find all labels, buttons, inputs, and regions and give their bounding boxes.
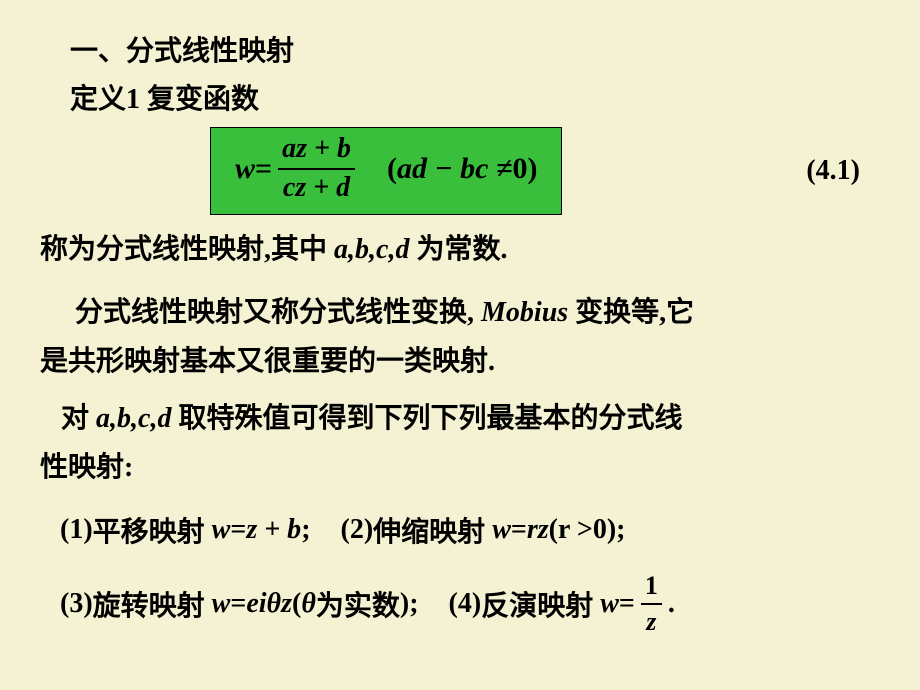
- def-prefix: 定义1: [70, 84, 140, 115]
- section-heading: 一、分式线性映射: [70, 28, 880, 76]
- map-1: (1) 平移映射 w = z + b ;: [60, 510, 311, 550]
- m3-cjk: 为实数: [316, 584, 400, 624]
- p2-mobius: Mobius: [481, 297, 568, 328]
- m1-eq: =: [230, 514, 246, 546]
- m2-paren-open: (r >: [549, 514, 593, 546]
- map-4: (4) 反演映射 w = 1 z .: [449, 572, 675, 637]
- m2-paren-close: ): [607, 514, 616, 546]
- m1-num: (1): [60, 514, 93, 546]
- eq-lhs: w: [235, 152, 255, 186]
- paragraph-2: 分式线性映射又称分式线性变换, Mobius 变换等,它 是共形映射基本又很重要…: [40, 288, 880, 386]
- map-row-2: (3) 旋转映射 w = e iθ z ( θ 为实数 ) ; (4) 反演映射…: [60, 572, 880, 637]
- m3-sup: iθ: [259, 588, 281, 620]
- paragraph-1: 称为分式线性映射,其中 a,b,c,d 为常数.: [40, 225, 880, 274]
- m2-name: 伸缩映射: [373, 510, 485, 550]
- m2-zero: 0: [593, 514, 607, 546]
- m4-name: 反演映射: [481, 584, 593, 624]
- m2-num: (2): [341, 514, 374, 546]
- m3-tail: ;: [409, 588, 418, 620]
- p1-text-c: 为常数.: [416, 234, 507, 265]
- equation-row: w = az + b cz + d ( ad − bc ≠ 0 ) (4.1): [40, 127, 880, 215]
- cond-zero: 0: [512, 152, 527, 186]
- m4-frac-bar: [641, 603, 662, 605]
- m3-eq: =: [230, 588, 246, 620]
- equation-label: (4.1): [806, 155, 860, 187]
- cond-body: ad − bc ≠: [397, 152, 512, 186]
- m3-lhs: w: [212, 588, 231, 620]
- m4-lhs: w: [600, 588, 619, 620]
- paragraph-3: 对 a,b,c,d 取特殊值可得到下列下列最基本的分式线 性映射:: [40, 394, 880, 492]
- slide-page: 一、分式线性映射 定义1 复变函数 w = az + b cz + d ( ad…: [0, 0, 920, 690]
- p3-line2: 性映射:: [40, 452, 133, 483]
- m1-lhs: w: [212, 514, 231, 546]
- eq-fraction: az + b cz + d: [278, 134, 355, 204]
- p2-tail1: 变换等,它: [575, 297, 694, 328]
- m4-tail: .: [668, 588, 675, 620]
- m4-den-frac: z: [642, 608, 660, 637]
- p1-abcd: a,b,c,d: [334, 234, 409, 265]
- definition-line: 定义1 复变函数: [70, 76, 880, 124]
- m4-num: (4): [449, 588, 482, 620]
- m4-num-frac: 1: [641, 572, 662, 601]
- p3-tail1: 取特殊值可得到下列下列最基本的分式线: [178, 403, 682, 434]
- p3-lead: 对: [61, 403, 89, 434]
- m3-num: (3): [60, 588, 93, 620]
- m2-tail: ;: [616, 514, 625, 546]
- m1-tail: ;: [301, 514, 310, 546]
- p2-lead: 分式线性映射又称分式线性变换,: [75, 297, 474, 328]
- eq-equals: =: [255, 152, 272, 186]
- m3-name: 旋转映射: [93, 584, 205, 624]
- frac-bar: [278, 168, 355, 170]
- m4-fraction: 1 z: [641, 572, 662, 637]
- m2-rhs: rz: [527, 514, 549, 546]
- p2-line2: 是共形映射基本又很重要的一类映射.: [40, 346, 495, 377]
- m3-e: e: [246, 588, 258, 620]
- mapping-list: (1) 平移映射 w = z + b ; (2) 伸缩映射 w = rz (r …: [40, 510, 880, 637]
- m1-rhs: z + b: [246, 514, 301, 546]
- frac-numerator: az + b: [278, 134, 355, 165]
- map-2: (2) 伸缩映射 w = rz (r > 0 ) ;: [341, 510, 626, 550]
- m1-name: 平移映射: [93, 510, 205, 550]
- cond-close: ): [527, 152, 537, 186]
- cond-open: (: [387, 152, 397, 186]
- m2-lhs: w: [492, 514, 511, 546]
- def-tail: 复变函数: [147, 84, 259, 115]
- p1-text-a: 称为分式线性映射,其中: [40, 234, 327, 265]
- map-row-1: (1) 平移映射 w = z + b ; (2) 伸缩映射 w = rz (r …: [60, 510, 880, 550]
- m3-po: (: [292, 588, 301, 620]
- m3-theta: θ: [301, 588, 316, 620]
- m4-eq: =: [619, 588, 635, 620]
- m3-z: z: [281, 588, 292, 620]
- m3-pc: ): [400, 588, 409, 620]
- p3-abcd: a,b,c,d: [96, 403, 171, 434]
- map-3: (3) 旋转映射 w = e iθ z ( θ 为实数 ) ;: [60, 584, 419, 624]
- equation-box: w = az + b cz + d ( ad − bc ≠ 0 ): [210, 127, 562, 215]
- frac-denominator: cz + d: [279, 173, 354, 204]
- m2-eq: =: [511, 514, 527, 546]
